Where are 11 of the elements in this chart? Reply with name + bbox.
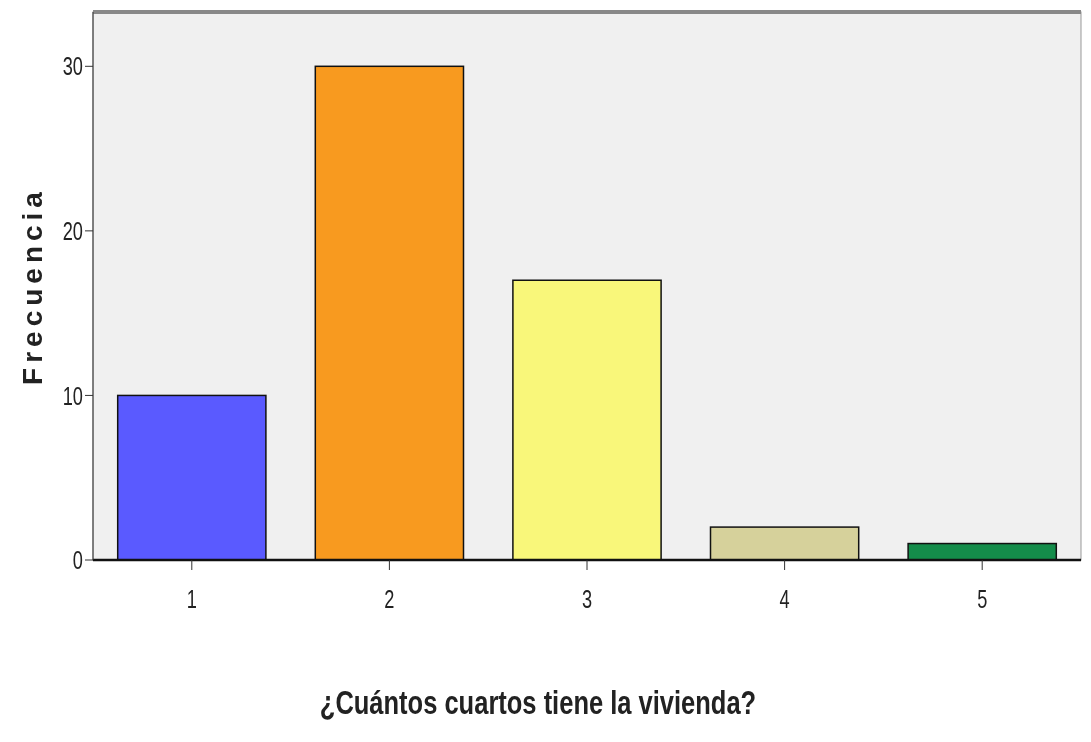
x-tick-label: 2 (384, 584, 395, 614)
x-tick-label: 1 (186, 584, 197, 614)
y-tick-label: 10 (62, 381, 83, 411)
y-tick-label: 30 (62, 52, 83, 82)
x-axis-title: ¿Cuántos cuartos tiene la vivienda? (319, 683, 757, 721)
x-tick-label: 5 (977, 584, 988, 614)
x-tick-label: 4 (779, 584, 790, 614)
y-axis-title: Frecuencia (17, 187, 48, 385)
y-tick-label: 20 (62, 216, 83, 246)
y-tick-label: 0 (72, 545, 83, 575)
x-tick-label: 3 (581, 584, 593, 614)
